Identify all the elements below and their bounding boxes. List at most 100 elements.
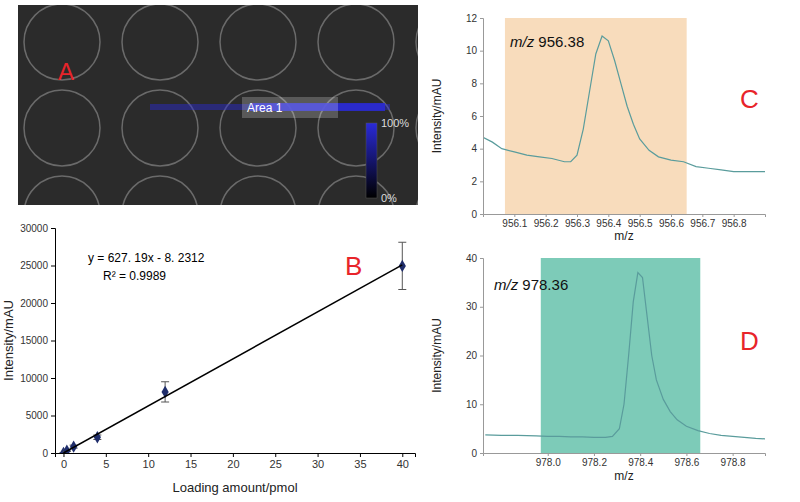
y-axis-tick: 6 bbox=[471, 111, 483, 122]
y-axis-tick-label: 20 bbox=[466, 350, 478, 361]
y-axis-tick: 8 bbox=[471, 78, 483, 89]
x-axis-tick-mark bbox=[360, 453, 361, 457]
x-axis-tick-mark bbox=[191, 453, 192, 457]
image-panel: Area 10%100%A bbox=[18, 4, 492, 252]
spectrum-line bbox=[485, 273, 765, 439]
y-axis-tick-mark bbox=[480, 258, 483, 259]
x-axis-tick-label: 978.8 bbox=[721, 457, 746, 468]
x-axis-tick-label: 956.5 bbox=[628, 218, 653, 229]
x-axis-tick-mark bbox=[702, 214, 703, 217]
x-axis-tick-label: 25 bbox=[270, 458, 282, 470]
x-axis-tick: 956.6 bbox=[659, 214, 684, 229]
image-background bbox=[18, 5, 418, 205]
y-axis-tick-mark bbox=[51, 341, 55, 342]
sample-spot bbox=[122, 90, 198, 166]
y-axis-tick: 10 bbox=[466, 45, 483, 56]
x-axis-tick: 40 bbox=[397, 453, 409, 470]
x-axis-tick: 956.8 bbox=[722, 214, 747, 229]
y-axis-tick-label: 30 bbox=[466, 301, 478, 312]
sample-spot bbox=[416, 90, 418, 166]
x-axis-tick-label: 956.4 bbox=[596, 218, 621, 229]
x-axis-tick: 30 bbox=[312, 453, 324, 470]
x-axis-tick: 978.2 bbox=[582, 453, 607, 468]
y-axis-tick-label: 25000 bbox=[20, 260, 48, 271]
y-axis-tick: 0 bbox=[42, 448, 55, 459]
equation: y = 627. 19x - 8. 2312 bbox=[88, 251, 205, 265]
sample-spot bbox=[122, 176, 198, 205]
y-axis-tick-label: 0 bbox=[471, 448, 477, 459]
y-axis-tick-mark bbox=[480, 214, 483, 215]
x-axis-tick-label: 5 bbox=[103, 458, 109, 470]
x-axis-tick-label: 15 bbox=[185, 458, 197, 470]
y-axis-tick-mark bbox=[480, 18, 483, 19]
x-axis-tick-label: 956.2 bbox=[534, 218, 559, 229]
x-axis-tick: 15 bbox=[185, 453, 197, 470]
y-axis-tick-label: 4 bbox=[471, 143, 477, 154]
x-axis-title: m/z bbox=[614, 469, 633, 483]
plot-area bbox=[59, 242, 406, 453]
x-axis-line bbox=[484, 454, 766, 457]
y-axis-tick: 30000 bbox=[20, 223, 55, 234]
y-axis-tick-label: 8 bbox=[471, 78, 477, 89]
x-axis-tick-mark bbox=[640, 453, 641, 456]
x-axis-line bbox=[484, 215, 766, 218]
x-axis-tick-mark bbox=[318, 453, 319, 457]
sample-spot bbox=[24, 176, 100, 205]
x-axis-tick-label: 956.3 bbox=[565, 218, 590, 229]
x-axis-tick-mark bbox=[577, 214, 578, 217]
x-axis-tick-mark bbox=[402, 453, 403, 457]
y-axis-line bbox=[51, 229, 56, 454]
x-axis-tick-mark bbox=[514, 214, 515, 217]
sample-spot bbox=[122, 5, 198, 80]
error-bar-cap bbox=[398, 289, 406, 290]
x-axis-tick: 978.8 bbox=[721, 453, 746, 468]
x-axis-tick: 978.6 bbox=[674, 453, 699, 468]
y-axis-tick-label: 2 bbox=[471, 176, 477, 187]
y-axis-line bbox=[480, 259, 484, 454]
plot-area bbox=[485, 258, 765, 453]
y-axis-title: Intensity/mAU bbox=[430, 318, 444, 393]
y-axis-tick-label: 6 bbox=[471, 111, 477, 122]
x-axis-tick-label: 978.0 bbox=[536, 457, 561, 468]
sample-spot bbox=[220, 5, 296, 80]
x-axis-tick: 956.1 bbox=[502, 214, 527, 229]
y-axis-tick-mark bbox=[51, 416, 55, 417]
x-axis-tick-mark bbox=[275, 453, 276, 457]
panel-label: C bbox=[740, 84, 759, 114]
peak-annotation-part: 956.38 bbox=[534, 33, 584, 50]
x-axis-tick-label: 10 bbox=[143, 458, 155, 470]
panel-label: B bbox=[345, 251, 362, 281]
x-axis-title: Loading amount/pmol bbox=[172, 480, 297, 495]
x-axis-tick-mark bbox=[734, 214, 735, 217]
x-axis-tick-mark bbox=[548, 453, 549, 456]
error-bar-cap bbox=[161, 402, 169, 403]
error-bar-cap bbox=[398, 242, 406, 243]
x-axis-tick-label: 956.1 bbox=[502, 218, 527, 229]
x-axis-tick-mark bbox=[733, 453, 734, 456]
r-squared: R² = 0.9989 bbox=[103, 269, 166, 283]
y-axis-tick-mark bbox=[480, 181, 483, 182]
y-axis-tick: 2 bbox=[471, 176, 483, 187]
x-axis-tick-mark bbox=[148, 453, 149, 457]
spectrum-panel: 956.1 956.2 956.3 956.4 956.5 956.6 956.7 956.8… bbox=[430, 13, 766, 243]
sample-spot bbox=[416, 5, 418, 80]
y-axis-tick: 12 bbox=[466, 13, 483, 24]
area-label: Area 1 bbox=[247, 101, 283, 115]
x-axis-tick-mark bbox=[63, 453, 64, 457]
y-axis-tick-label: 0 bbox=[471, 209, 477, 220]
x-axis-tick: 5 bbox=[103, 453, 109, 470]
y-axis-tick: 5000 bbox=[26, 410, 55, 421]
selection-band bbox=[505, 18, 687, 214]
spot-grid bbox=[24, 5, 418, 205]
x-axis-tick-label: 30 bbox=[312, 458, 324, 470]
y-axis-tick: 4 bbox=[471, 143, 483, 154]
x-axis-tick: 956.7 bbox=[690, 214, 715, 229]
y-axis-tick: 20000 bbox=[20, 298, 55, 309]
y-axis-tick-label: 0 bbox=[42, 448, 48, 459]
y-axis-tick-label: 12 bbox=[466, 13, 478, 24]
x-axis-tick-label: 0 bbox=[61, 458, 67, 470]
x-axis-tick-mark bbox=[686, 453, 687, 456]
x-axis-tick-label: 20 bbox=[227, 458, 239, 470]
y-axis-tick-mark bbox=[51, 303, 55, 304]
peak-annotation: m/z 978.36 bbox=[494, 276, 568, 293]
